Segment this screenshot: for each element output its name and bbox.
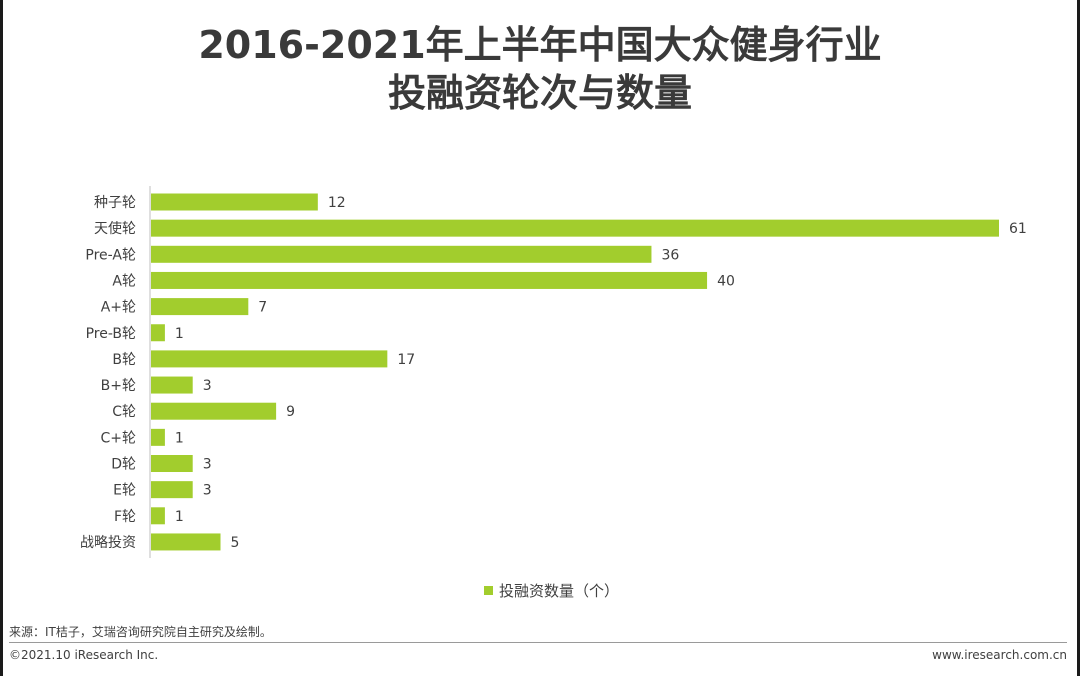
- copyright-text: ©2021.10 iResearch Inc.: [9, 648, 159, 662]
- bar: [151, 481, 193, 499]
- bar: [151, 350, 388, 368]
- value-label: 7: [258, 300, 267, 316]
- category-label: 种子轮: [94, 195, 136, 211]
- bar: [151, 324, 165, 342]
- category-label: B+轮: [101, 378, 136, 394]
- value-label: 12: [328, 195, 346, 211]
- category-label: A轮: [112, 273, 136, 289]
- value-label: 40: [717, 273, 735, 289]
- left-frame-border: [0, 0, 3, 676]
- bar: [151, 271, 708, 289]
- category-label: D轮: [111, 457, 136, 473]
- category-label: C轮: [112, 404, 136, 420]
- bar: [151, 219, 999, 237]
- legend-label: 投融资数量（个）: [499, 582, 620, 600]
- bar: [151, 428, 165, 446]
- value-label: 3: [203, 378, 212, 394]
- source-note: 来源：IT桔子，艾瑞咨询研究院自主研究及绘制。: [9, 625, 272, 639]
- right-frame-border: [1077, 0, 1080, 676]
- value-label: 1: [175, 326, 184, 342]
- bar: [151, 402, 277, 420]
- bar-chart: 种子轮 12 天使轮 61 Pre-A轮 36 A轮 40 A+轮 7 Pre-B轮 1 B轮 17 B+轮…: [80, 186, 1027, 558]
- category-label: F轮: [114, 509, 136, 525]
- value-label: 1: [175, 509, 184, 525]
- bar: [151, 533, 221, 551]
- bar: [151, 507, 165, 525]
- chart-title-line1: 2016-2021年上半年中国大众健身行业: [198, 23, 882, 67]
- value-label: 3: [203, 483, 212, 499]
- value-label: 36: [661, 247, 679, 263]
- chart-title-line2: 投融资轮次与数量: [387, 71, 692, 115]
- bar: [151, 193, 318, 211]
- value-label: 3: [203, 457, 212, 473]
- legend-swatch: [484, 586, 493, 595]
- value-label: 17: [397, 352, 415, 368]
- bar: [151, 455, 193, 472]
- value-label: 61: [1009, 221, 1027, 237]
- category-label: Pre-A轮: [85, 247, 136, 263]
- category-label: C+轮: [100, 430, 136, 446]
- category-label: 天使轮: [94, 220, 136, 237]
- bar: [151, 376, 193, 394]
- bar: [151, 298, 249, 316]
- legend: 投融资数量（个）: [484, 580, 619, 601]
- footer-divider: [9, 642, 1067, 643]
- category-label: A+轮: [101, 300, 136, 316]
- value-label: 1: [175, 430, 184, 446]
- category-label: B轮: [112, 352, 136, 368]
- category-label: Pre-B轮: [86, 326, 136, 342]
- bar: [151, 245, 652, 263]
- value-label: 5: [231, 535, 240, 551]
- category-label: E轮: [113, 483, 136, 499]
- value-label: 9: [286, 404, 295, 420]
- category-label: 战略投资: [80, 535, 136, 551]
- website-link[interactable]: www.iresearch.com.cn: [932, 648, 1067, 662]
